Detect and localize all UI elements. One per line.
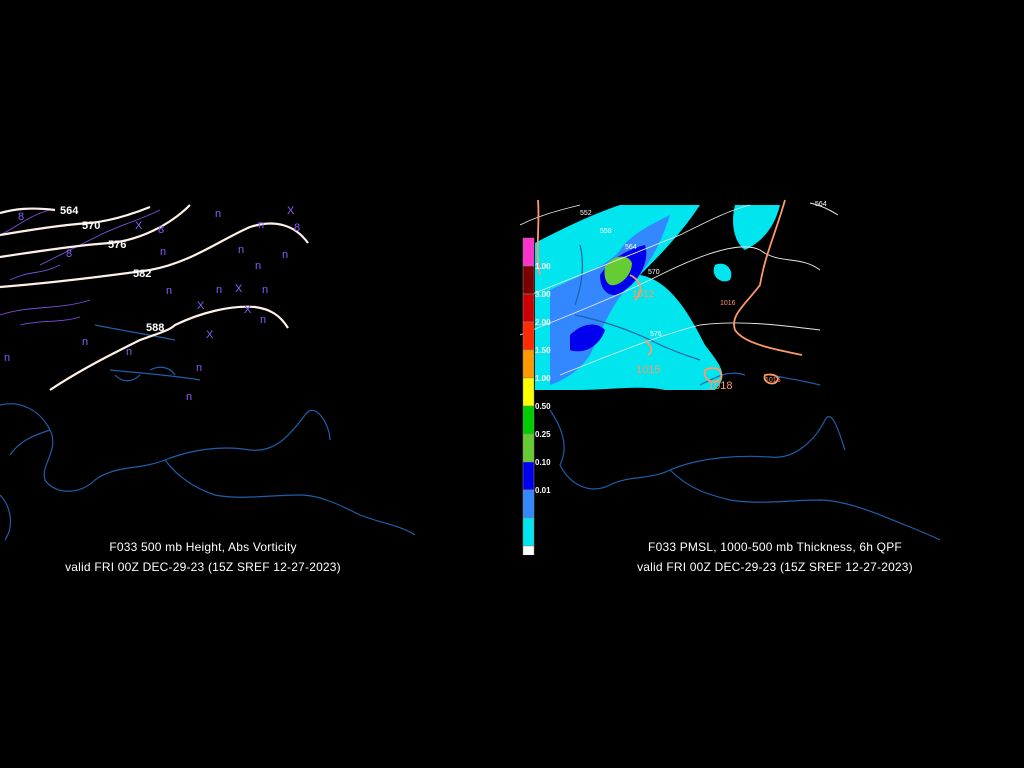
thickness-lines [520,202,839,376]
vort-min-mark: n [4,352,10,364]
legend-swatch [522,433,535,463]
isobar-label: 1016 [765,377,781,384]
height-label-564: 564 [60,205,79,217]
legend-swatch [522,517,535,547]
vort-contour-label: 8 [18,211,24,223]
legend-label: 1.50 [535,346,551,355]
isobar-label: 1016 [720,300,736,307]
legend-label: 3.00 [535,290,551,299]
height-vorticity-map: 564 570 576 582 588 n n n n n n n n n n … [0,195,420,555]
legend-swatch [522,461,535,491]
thickness-label: 564 [625,244,637,251]
vort-contour-label: 8 [158,224,164,236]
vort-max-mark: X [235,283,243,295]
left-title: F033 500 mb Height, Abs Vorticity [109,540,297,554]
vort-contour-label: 8 [294,222,300,234]
right-valid-time: valid FRI 00Z DEC-29-23 (15Z SREF 12-27-… [637,560,913,574]
vort-min-mark: n [126,346,132,358]
legend-label: 1.00 [535,262,551,271]
legend-swatch [522,265,535,295]
vort-min-mark: n [166,285,172,297]
legend-label: 1.00 [535,374,551,383]
left-valid-time: valid FRI 00Z DEC-29-23 (15Z SREF 12-27-… [65,560,341,574]
vort-min-mark: n [255,260,261,272]
vort-max-mark: X [197,300,205,312]
qpf-legend: 1.00 3.00 2.00 1.50 1.00 0.50 0.25 0.10 0.01 [522,237,551,555]
isobar-label: 1015 [636,364,660,376]
vort-max-mark: X [244,304,252,316]
vort-min-mark: n [82,336,88,348]
vort-max-mark: X [206,329,214,341]
thickness-label: 552 [580,210,592,217]
vorticity-contours [0,209,161,326]
vort-min-mark: n [282,249,288,261]
qpf-heavy-area [570,324,605,352]
legend-swatch [522,293,535,323]
height-label-582: 582 [133,268,151,280]
pmsl-qpf-chart: 552 558 564 570 576 564 1012 1016 1015 1… [520,199,940,555]
legend-label: 2.00 [535,318,551,327]
isobar-label: 1018 [708,380,732,392]
legend-label: 0.25 [535,430,551,439]
vort-min-mark: n [262,284,268,296]
qpf-light-area [733,205,780,250]
legend-label: 0.01 [535,486,551,495]
thickness-label: 570 [648,269,660,276]
vort-min-mark: n [160,246,166,258]
height-label-588: 588 [146,322,164,334]
pmsl-thickness-qpf-map: 552 558 564 570 576 564 1012 1016 1015 1… [520,195,940,555]
thickness-label: 558 [600,228,612,235]
height-label-576: 576 [108,239,126,251]
height-vorticity-chart: 564 570 576 582 588 n n n n n n n n n n … [0,204,416,541]
vort-min-mark: n [260,314,266,326]
isobar-label: 1012 [632,289,655,300]
legend-swatch [522,349,535,379]
vort-max-mark: X [135,220,143,232]
legend-label: 0.10 [535,458,551,467]
legend-swatch [522,237,535,267]
legend-label: 0.50 [535,402,551,411]
vort-contour-label: 8 [66,248,72,260]
legend-swatch [522,545,535,555]
vorticity-markers: n n n n n n n n n n n n n n n X X X X X … [4,205,300,403]
vort-min-mark: n [196,362,202,374]
legend-swatch [522,489,535,519]
thickness-label: 576 [650,331,662,338]
vort-min-mark: n [258,219,264,231]
height-label-570: 570 [82,220,100,232]
qpf-green-area [604,256,632,286]
qpf-light-area [713,263,732,282]
height-contours [0,204,309,391]
qpf-fill [535,205,780,390]
coastlines [0,324,416,541]
vort-min-mark: n [186,391,192,403]
right-title: F033 PMSL, 1000-500 mb Thickness, 6h QPF [648,540,902,554]
thickness-label: 564 [815,201,827,208]
isobars [536,199,803,385]
vort-min-mark: n [238,244,244,256]
legend-swatch [522,377,535,407]
vort-min-mark: n [216,284,222,296]
legend-swatch [522,321,535,351]
vort-min-mark: n [215,208,221,220]
legend-swatch [522,405,535,435]
vort-max-mark: X [287,205,295,217]
